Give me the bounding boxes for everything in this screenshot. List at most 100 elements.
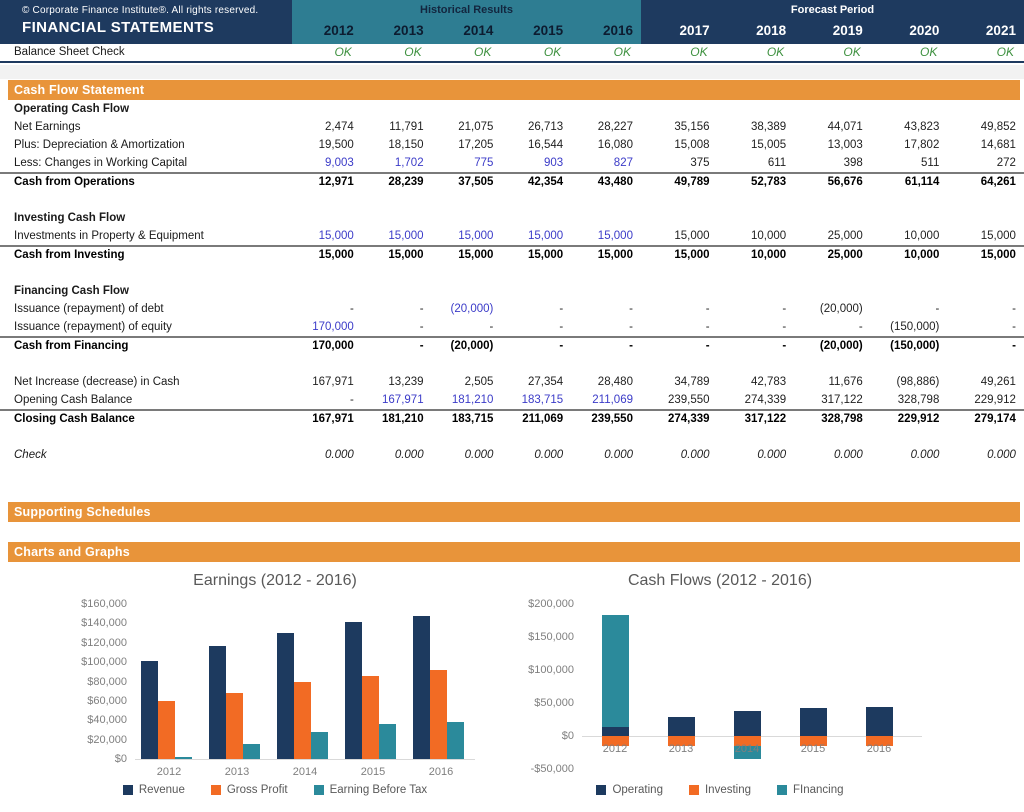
cell-opening-cash-balance-2[interactable]: 181,210 [451, 394, 494, 406]
cell-plus-depreciation-amortization-4[interactable]: 16,080 [597, 139, 633, 151]
cell-cash-from-investing-9[interactable]: 15,000 [980, 249, 1016, 261]
cell-opening-cash-balance-4[interactable]: 211,069 [592, 394, 633, 406]
cell-net-increase-decrease-in-cash-5[interactable]: 34,789 [674, 376, 710, 388]
cell-check-3[interactable]: 0.000 [534, 449, 564, 461]
cell-check-4[interactable]: 0.000 [604, 449, 633, 461]
cell-closing-cash-balance-1[interactable]: 181,210 [382, 413, 424, 425]
cell-check-8[interactable]: 0.000 [910, 449, 940, 461]
cell-issuance-repayment-of-debt-6[interactable]: - [782, 303, 787, 315]
cell-net-earnings-0[interactable]: 2,474 [325, 121, 354, 133]
cell-net-earnings-8[interactable]: 43,823 [904, 121, 940, 133]
cell-cash-from-financing-1[interactable]: - [419, 340, 424, 352]
cell-opening-cash-balance-9[interactable]: 229,912 [974, 394, 1016, 406]
cell-cash-from-financing-6[interactable]: - [782, 340, 787, 352]
cell-cash-from-investing-6[interactable]: 10,000 [750, 249, 787, 261]
cell-opening-cash-balance-8[interactable]: 328,798 [897, 394, 940, 406]
cell-closing-cash-balance-2[interactable]: 183,715 [451, 413, 494, 425]
cell-net-earnings-1[interactable]: 11,791 [389, 121, 424, 133]
cell-less-changes-in-working-capital-0[interactable]: 9,003 [325, 157, 354, 169]
cell-closing-cash-balance-0[interactable]: 167,971 [312, 413, 354, 425]
cell-net-increase-decrease-in-cash-8[interactable]: (98,886) [896, 376, 940, 388]
cell-issuance-repayment-of-debt-7[interactable]: (20,000) [819, 303, 863, 315]
cell-cash-from-financing-0[interactable]: 170,000 [312, 340, 354, 352]
cell-plus-depreciation-amortization-8[interactable]: 17,802 [904, 139, 940, 151]
cell-investments-in-property-equipment-6[interactable]: 10,000 [750, 230, 787, 242]
cell-cash-from-investing-7[interactable]: 25,000 [827, 249, 863, 261]
cell-cash-from-investing-2[interactable]: 15,000 [458, 249, 494, 261]
cell-opening-cash-balance-5[interactable]: 239,550 [668, 394, 710, 406]
cell-opening-cash-balance-3[interactable]: 183,715 [521, 394, 564, 406]
cell-net-increase-decrease-in-cash-0[interactable]: 167,971 [312, 376, 354, 388]
cell-cash-from-financing-5[interactable]: - [705, 340, 710, 352]
cell-cash-from-operations-0[interactable]: 12,971 [318, 176, 354, 188]
cell-less-changes-in-working-capital-4[interactable]: 827 [613, 157, 633, 169]
cell-closing-cash-balance-4[interactable]: 239,550 [591, 413, 633, 425]
cell-investments-in-property-equipment-3[interactable]: 15,000 [528, 230, 564, 242]
cell-cash-from-investing-4[interactable]: 15,000 [597, 249, 633, 261]
cell-issuance-repayment-of-equity-4[interactable]: - [629, 321, 633, 333]
cell-check-0[interactable]: 0.000 [325, 449, 354, 461]
cell-cash-from-financing-2[interactable]: (20,000) [450, 340, 494, 352]
cell-plus-depreciation-amortization-0[interactable]: 19,500 [318, 139, 354, 151]
cell-cash-from-operations-6[interactable]: 52,783 [750, 176, 787, 188]
balance-check-cell-1[interactable]: OK [404, 45, 422, 59]
cell-cash-from-operations-3[interactable]: 42,354 [528, 176, 564, 188]
cell-issuance-repayment-of-equity-0[interactable]: 170,000 [312, 321, 354, 333]
cell-less-changes-in-working-capital-2[interactable]: 775 [474, 157, 494, 169]
cell-net-earnings-4[interactable]: 28,227 [597, 121, 633, 133]
cell-investments-in-property-equipment-5[interactable]: 15,000 [674, 230, 710, 242]
balance-check-cell-6[interactable]: OK [766, 45, 785, 59]
cell-less-changes-in-working-capital-5[interactable]: 375 [690, 157, 710, 169]
cell-check-1[interactable]: 0.000 [394, 449, 424, 461]
cell-plus-depreciation-amortization-7[interactable]: 13,003 [827, 139, 863, 151]
cell-net-increase-decrease-in-cash-3[interactable]: 27,354 [528, 376, 564, 388]
cell-cash-from-investing-8[interactable]: 10,000 [904, 249, 940, 261]
cell-issuance-repayment-of-debt-2[interactable]: (20,000) [450, 303, 494, 315]
cell-check-6[interactable]: 0.000 [757, 449, 787, 461]
cell-cash-from-investing-0[interactable]: 15,000 [318, 249, 354, 261]
cell-cash-from-operations-7[interactable]: 56,676 [827, 176, 863, 188]
cell-cash-from-financing-9[interactable]: - [1012, 340, 1016, 352]
cell-issuance-repayment-of-equity-1[interactable]: - [419, 321, 424, 333]
cell-less-changes-in-working-capital-3[interactable]: 903 [544, 157, 564, 169]
cell-cash-from-investing-5[interactable]: 15,000 [674, 249, 710, 261]
cell-issuance-repayment-of-debt-0[interactable]: - [349, 303, 354, 315]
cell-less-changes-in-working-capital-9[interactable]: 272 [996, 157, 1016, 169]
cell-net-increase-decrease-in-cash-7[interactable]: 11,676 [828, 376, 863, 388]
cell-closing-cash-balance-3[interactable]: 211,069 [522, 413, 564, 425]
cell-investments-in-property-equipment-1[interactable]: 15,000 [388, 230, 424, 242]
cell-investments-in-property-equipment-4[interactable]: 15,000 [597, 230, 633, 242]
cell-net-earnings-9[interactable]: 49,852 [980, 121, 1016, 133]
cell-cash-from-operations-9[interactable]: 64,261 [980, 176, 1016, 188]
cell-closing-cash-balance-7[interactable]: 328,798 [821, 413, 863, 425]
cell-less-changes-in-working-capital-8[interactable]: 511 [921, 157, 940, 169]
cell-net-earnings-3[interactable]: 26,713 [528, 121, 564, 133]
cell-cash-from-financing-4[interactable]: - [629, 340, 633, 352]
cell-check-5[interactable]: 0.000 [680, 449, 710, 461]
cell-plus-depreciation-amortization-3[interactable]: 16,544 [528, 139, 564, 151]
cell-opening-cash-balance-6[interactable]: 274,339 [744, 394, 787, 406]
cell-cash-from-operations-8[interactable]: 61,114 [904, 176, 940, 188]
cell-net-earnings-7[interactable]: 44,071 [827, 121, 863, 133]
cell-investments-in-property-equipment-9[interactable]: 15,000 [980, 230, 1016, 242]
cell-cash-from-financing-3[interactable]: - [559, 340, 564, 352]
cell-check-9[interactable]: 0.000 [987, 449, 1016, 461]
cell-investments-in-property-equipment-0[interactable]: 15,000 [318, 230, 354, 242]
cell-net-increase-decrease-in-cash-2[interactable]: 2,505 [464, 376, 494, 388]
cell-cash-from-operations-4[interactable]: 43,480 [597, 176, 633, 188]
balance-check-cell-7[interactable]: OK [843, 45, 861, 59]
cell-opening-cash-balance-7[interactable]: 317,122 [821, 394, 863, 406]
cell-net-earnings-5[interactable]: 35,156 [674, 121, 710, 133]
cell-issuance-repayment-of-equity-8[interactable]: (150,000) [890, 321, 940, 333]
cell-less-changes-in-working-capital-6[interactable]: 611 [767, 157, 787, 169]
balance-check-cell-4[interactable]: OK [613, 45, 631, 59]
cell-issuance-repayment-of-equity-6[interactable]: - [782, 321, 787, 333]
balance-check-cell-9[interactable]: OK [996, 45, 1014, 59]
cell-plus-depreciation-amortization-9[interactable]: 14,681 [980, 139, 1016, 151]
cell-issuance-repayment-of-debt-9[interactable]: - [1012, 303, 1016, 315]
cell-issuance-repayment-of-equity-3[interactable]: - [559, 321, 564, 333]
cell-cash-from-financing-7[interactable]: (20,000) [819, 340, 863, 352]
cell-issuance-repayment-of-equity-5[interactable]: - [705, 321, 710, 333]
cell-investments-in-property-equipment-8[interactable]: 10,000 [904, 230, 940, 242]
balance-check-cell-8[interactable]: OK [920, 45, 938, 59]
